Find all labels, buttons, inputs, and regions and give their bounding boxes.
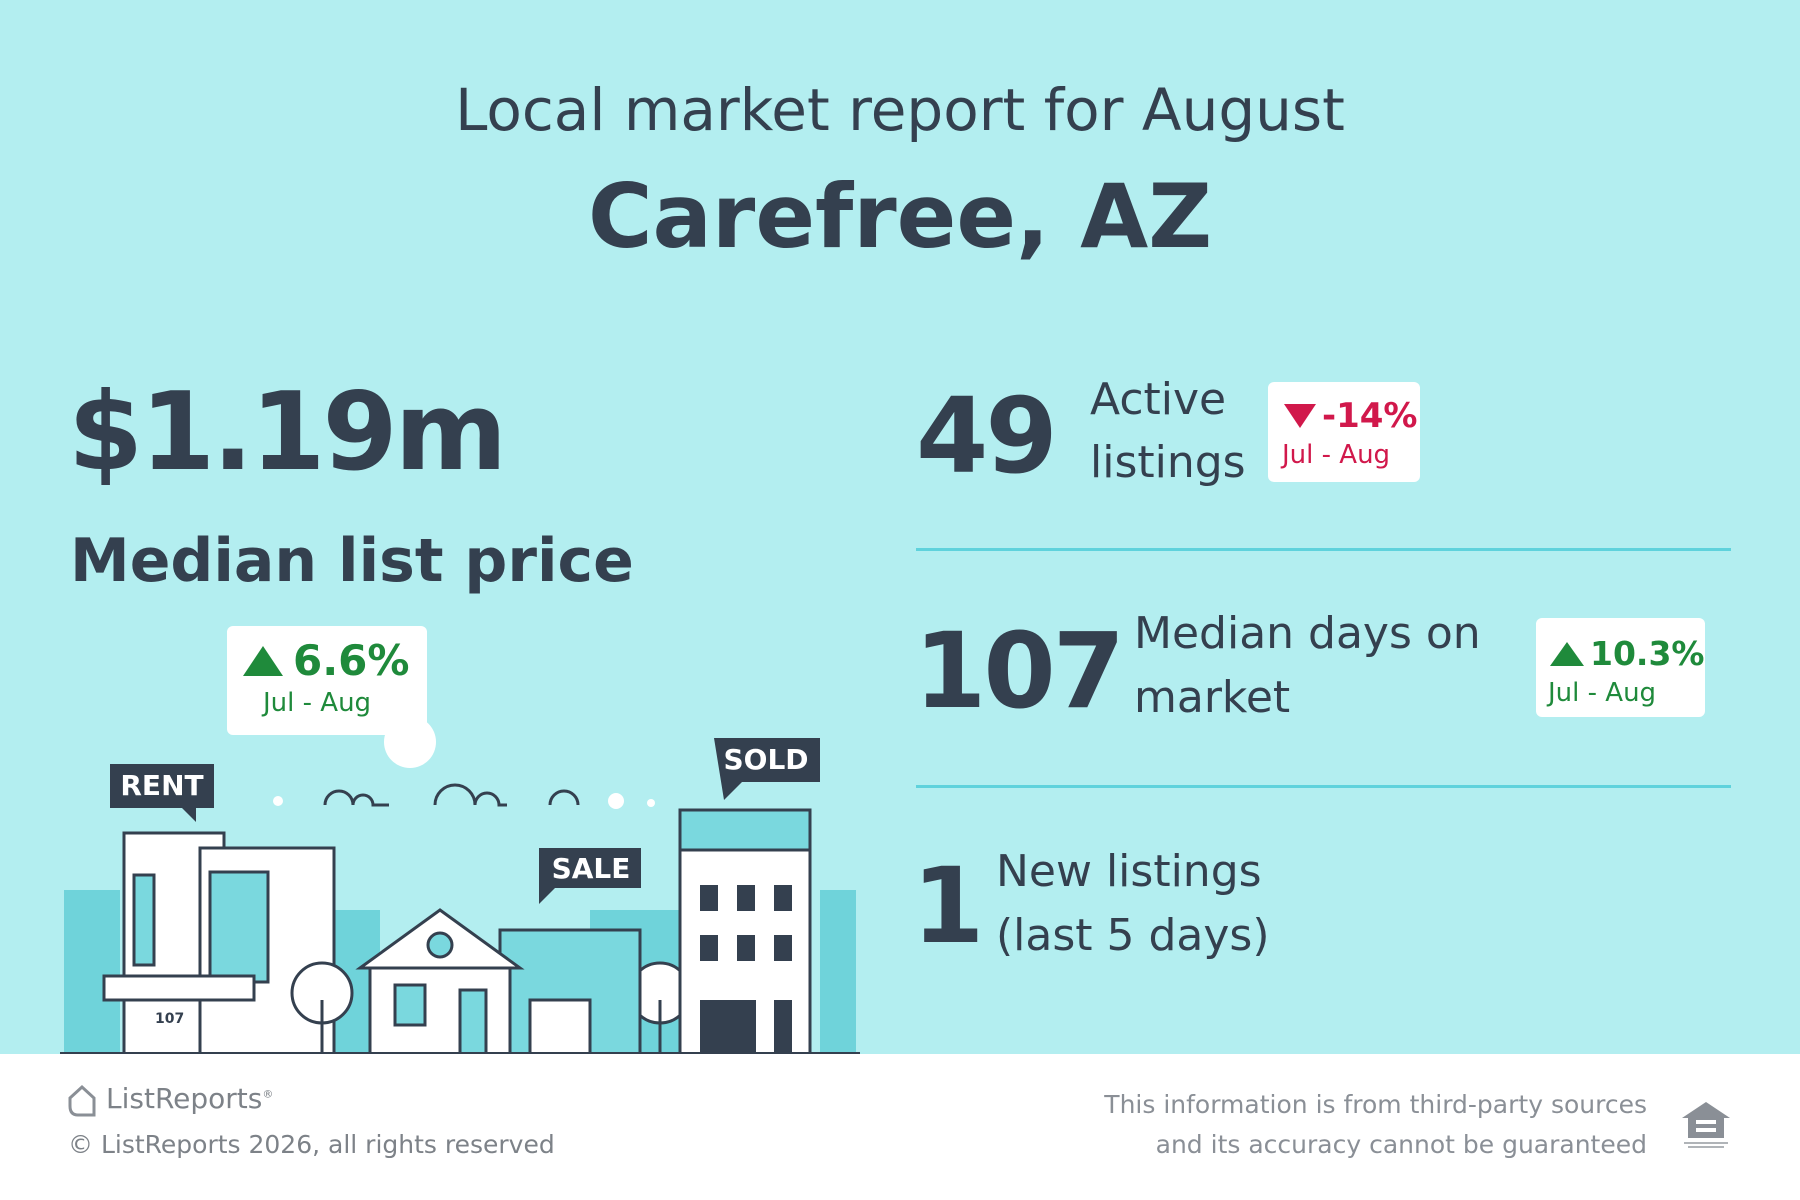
stat-label: listings: [1090, 437, 1246, 488]
copyright: © ListReports 2026, all rights reserved: [68, 1130, 555, 1159]
price-change: 6.6%: [293, 636, 410, 685]
stat-label: New listings: [996, 846, 1262, 897]
stat-value: 107: [914, 610, 1125, 732]
price-period: Jul - Aug: [263, 688, 372, 718]
illustration: 107 RENT SALE SOLD: [60, 716, 860, 1054]
disclaimer: This information is from third-party sou…: [1104, 1090, 1647, 1119]
divider: [916, 548, 1731, 551]
up-arrow: [243, 646, 283, 676]
price-label: Median list price: [70, 526, 634, 596]
stat-value: 49: [916, 375, 1058, 497]
stat-label: Active: [1090, 374, 1227, 425]
stat-label: market: [1134, 672, 1291, 723]
house-number: 107: [155, 1011, 184, 1027]
sign: RENT: [120, 769, 203, 802]
stat-period: Jul - Aug: [1548, 678, 1657, 708]
stat-value: 1: [912, 845, 985, 967]
down-arrow: [1284, 404, 1316, 428]
up-arrow: [1550, 642, 1584, 666]
brand: ListReports®: [106, 1082, 273, 1115]
stat-change: 10.3%: [1590, 634, 1705, 673]
footer: ListReports® © ListReports 2026, all rig…: [0, 1054, 1800, 1200]
stat-badge: -14% Jul - Aug: [1268, 382, 1420, 482]
stat-period: Jul - Aug: [1282, 440, 1391, 470]
stat-change: -14%: [1322, 396, 1418, 436]
stat-label: (last 5 days): [996, 910, 1270, 961]
sign: SOLD: [723, 743, 808, 776]
disclaimer: and its accuracy cannot be guaranteed: [1155, 1130, 1647, 1159]
equal-housing-icon: [1682, 1102, 1730, 1148]
price-value: $1.19m: [68, 370, 507, 495]
brand-name: ListReports: [106, 1082, 263, 1115]
price-badge: 6.6% Jul - Aug: [227, 626, 427, 735]
stat-label: Median days on: [1134, 608, 1481, 659]
title: Local market report for August: [455, 76, 1345, 144]
location: Carefree, AZ: [587, 165, 1213, 268]
stat-badge: 10.3% Jul - Aug: [1536, 618, 1705, 717]
brand-logo: [68, 1084, 96, 1117]
brand-mark: ®: [262, 1087, 274, 1101]
sign: SALE: [552, 852, 631, 885]
divider: [916, 785, 1731, 788]
